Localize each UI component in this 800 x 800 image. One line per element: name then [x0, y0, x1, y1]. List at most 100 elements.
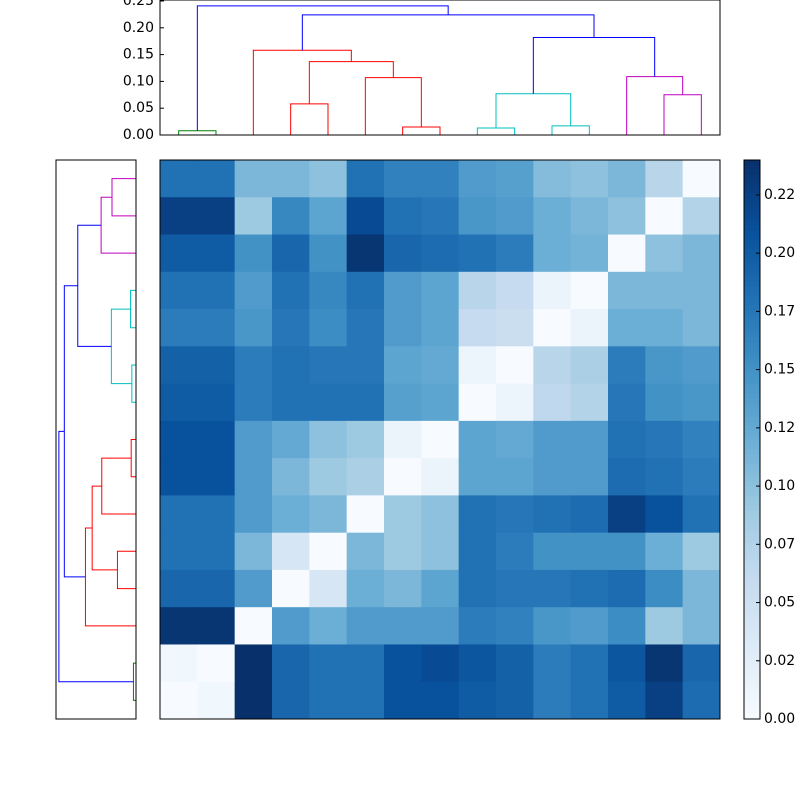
- heatmap-cell: [421, 160, 460, 198]
- heatmap-cell: [608, 383, 646, 422]
- heatmap-cell: [570, 681, 609, 720]
- heatmap-cell: [645, 569, 684, 608]
- heatmap-cell: [197, 569, 236, 608]
- colorbar-segment: [744, 243, 760, 250]
- colorbar-segment: [744, 495, 760, 501]
- heatmap-cell: [272, 607, 310, 645]
- heatmap-cell: [533, 458, 572, 496]
- heatmap-cell: [682, 346, 721, 385]
- heatmap-cell: [346, 346, 385, 385]
- heatmap-cell: [682, 160, 721, 198]
- colorbar-segment: [744, 448, 760, 454]
- heatmap-cell: [197, 681, 236, 720]
- colorbar-segment: [744, 411, 760, 417]
- heatmap-cell: [384, 681, 422, 720]
- colorbar-segment: [744, 229, 760, 236]
- heatmap-cell: [421, 681, 460, 720]
- heatmap-cell: [421, 234, 460, 273]
- heatmap-cell: [197, 160, 236, 198]
- heatmap-cell: [309, 197, 348, 236]
- colorbar-segment: [744, 318, 760, 324]
- colorbar-segment: [744, 616, 760, 622]
- heatmap-cell: [309, 569, 348, 608]
- heatmap-cell: [496, 681, 534, 720]
- heatmap-cell: [645, 346, 684, 385]
- colorbar-segment: [744, 295, 760, 301]
- colorbar-segment: [744, 271, 760, 277]
- colorbar-segment: [744, 337, 760, 343]
- y-tick-label: 0.15: [123, 47, 154, 63]
- colorbar-tick-label: 0.20: [764, 245, 795, 261]
- heatmap-cell: [346, 644, 385, 683]
- heatmap-cell: [458, 346, 497, 385]
- heatmap-cell: [272, 532, 310, 571]
- heatmap-cell: [496, 309, 534, 347]
- colorbar-segment: [744, 323, 760, 329]
- heatmap-cell: [645, 197, 684, 236]
- colorbar-segment: [744, 472, 760, 478]
- heatmap-cell: [346, 160, 385, 198]
- colorbar-segment: [744, 602, 760, 608]
- heatmap-cell: [570, 420, 609, 459]
- heatmap-cell: [160, 346, 198, 385]
- heatmap-cell: [346, 234, 385, 273]
- heatmap-cell: [645, 607, 684, 645]
- heatmap-cell: [160, 569, 198, 608]
- heatmap-cell: [421, 495, 460, 534]
- heatmap-cell: [533, 271, 572, 310]
- heatmap-cell: [533, 420, 572, 459]
- heatmap-cell: [645, 681, 684, 720]
- heatmap-cell: [421, 271, 460, 310]
- colorbar-segment: [744, 518, 760, 524]
- dendrogram-link: [364, 77, 422, 135]
- heatmap-cell: [682, 607, 721, 645]
- heatmap-cell: [570, 346, 609, 385]
- heatmap-cell: [160, 607, 198, 645]
- heatmap-cell: [309, 234, 348, 273]
- colorbar-tick-label: 0.07: [764, 536, 795, 552]
- colorbar-segment: [744, 467, 760, 473]
- heatmap-frame: [159, 159, 721, 720]
- heatmap-cell: [160, 383, 198, 422]
- heatmap-cell: [309, 644, 348, 683]
- heatmap-cell: [608, 569, 646, 608]
- colorbar-segment: [744, 486, 760, 492]
- heatmap-cell: [234, 346, 273, 385]
- colorbar-tick-label: 0.22: [764, 187, 795, 203]
- colorbar-segment: [744, 192, 760, 198]
- heatmap-cell: [682, 234, 721, 273]
- colorbar-segment: [744, 681, 760, 687]
- heatmap-cell: [160, 644, 198, 683]
- colorbar-segment: [744, 341, 760, 347]
- dendrogram-link: [626, 76, 684, 135]
- y-tick-label: 0.10: [123, 73, 154, 89]
- colorbar-segment: [744, 187, 760, 194]
- dendrogram-link: [130, 439, 136, 478]
- heatmap-cell: [234, 309, 273, 347]
- colorbar-segment: [744, 481, 760, 487]
- heatmap-cell: [309, 495, 348, 534]
- colorbar-segment: [744, 309, 760, 315]
- heatmap-cell: [496, 495, 534, 534]
- colorbar-segment: [744, 607, 760, 613]
- colorbar-segment: [744, 509, 760, 515]
- heatmap-cell: [197, 346, 236, 385]
- colorbar-segment: [744, 621, 760, 627]
- heatmap-cell: [160, 495, 198, 534]
- heatmap-cell: [160, 271, 198, 310]
- dendrogram-link: [252, 49, 352, 135]
- heatmap-cell: [346, 495, 385, 534]
- heatmap-cell: [682, 495, 721, 534]
- dendrogram-link: [130, 289, 136, 329]
- heatmap-cell: [645, 532, 684, 571]
- heatmap-cell: [570, 383, 609, 422]
- heatmap-cell: [272, 197, 310, 236]
- colorbar-segment: [744, 197, 760, 203]
- heatmap-cell: [197, 532, 236, 571]
- dendrogram-link: [77, 224, 112, 347]
- heatmap-cell: [570, 569, 609, 608]
- heatmap-cell: [458, 681, 497, 720]
- heatmap-cell: [384, 532, 422, 571]
- heatmap-cell: [533, 309, 572, 347]
- colorbar-segment: [744, 583, 760, 590]
